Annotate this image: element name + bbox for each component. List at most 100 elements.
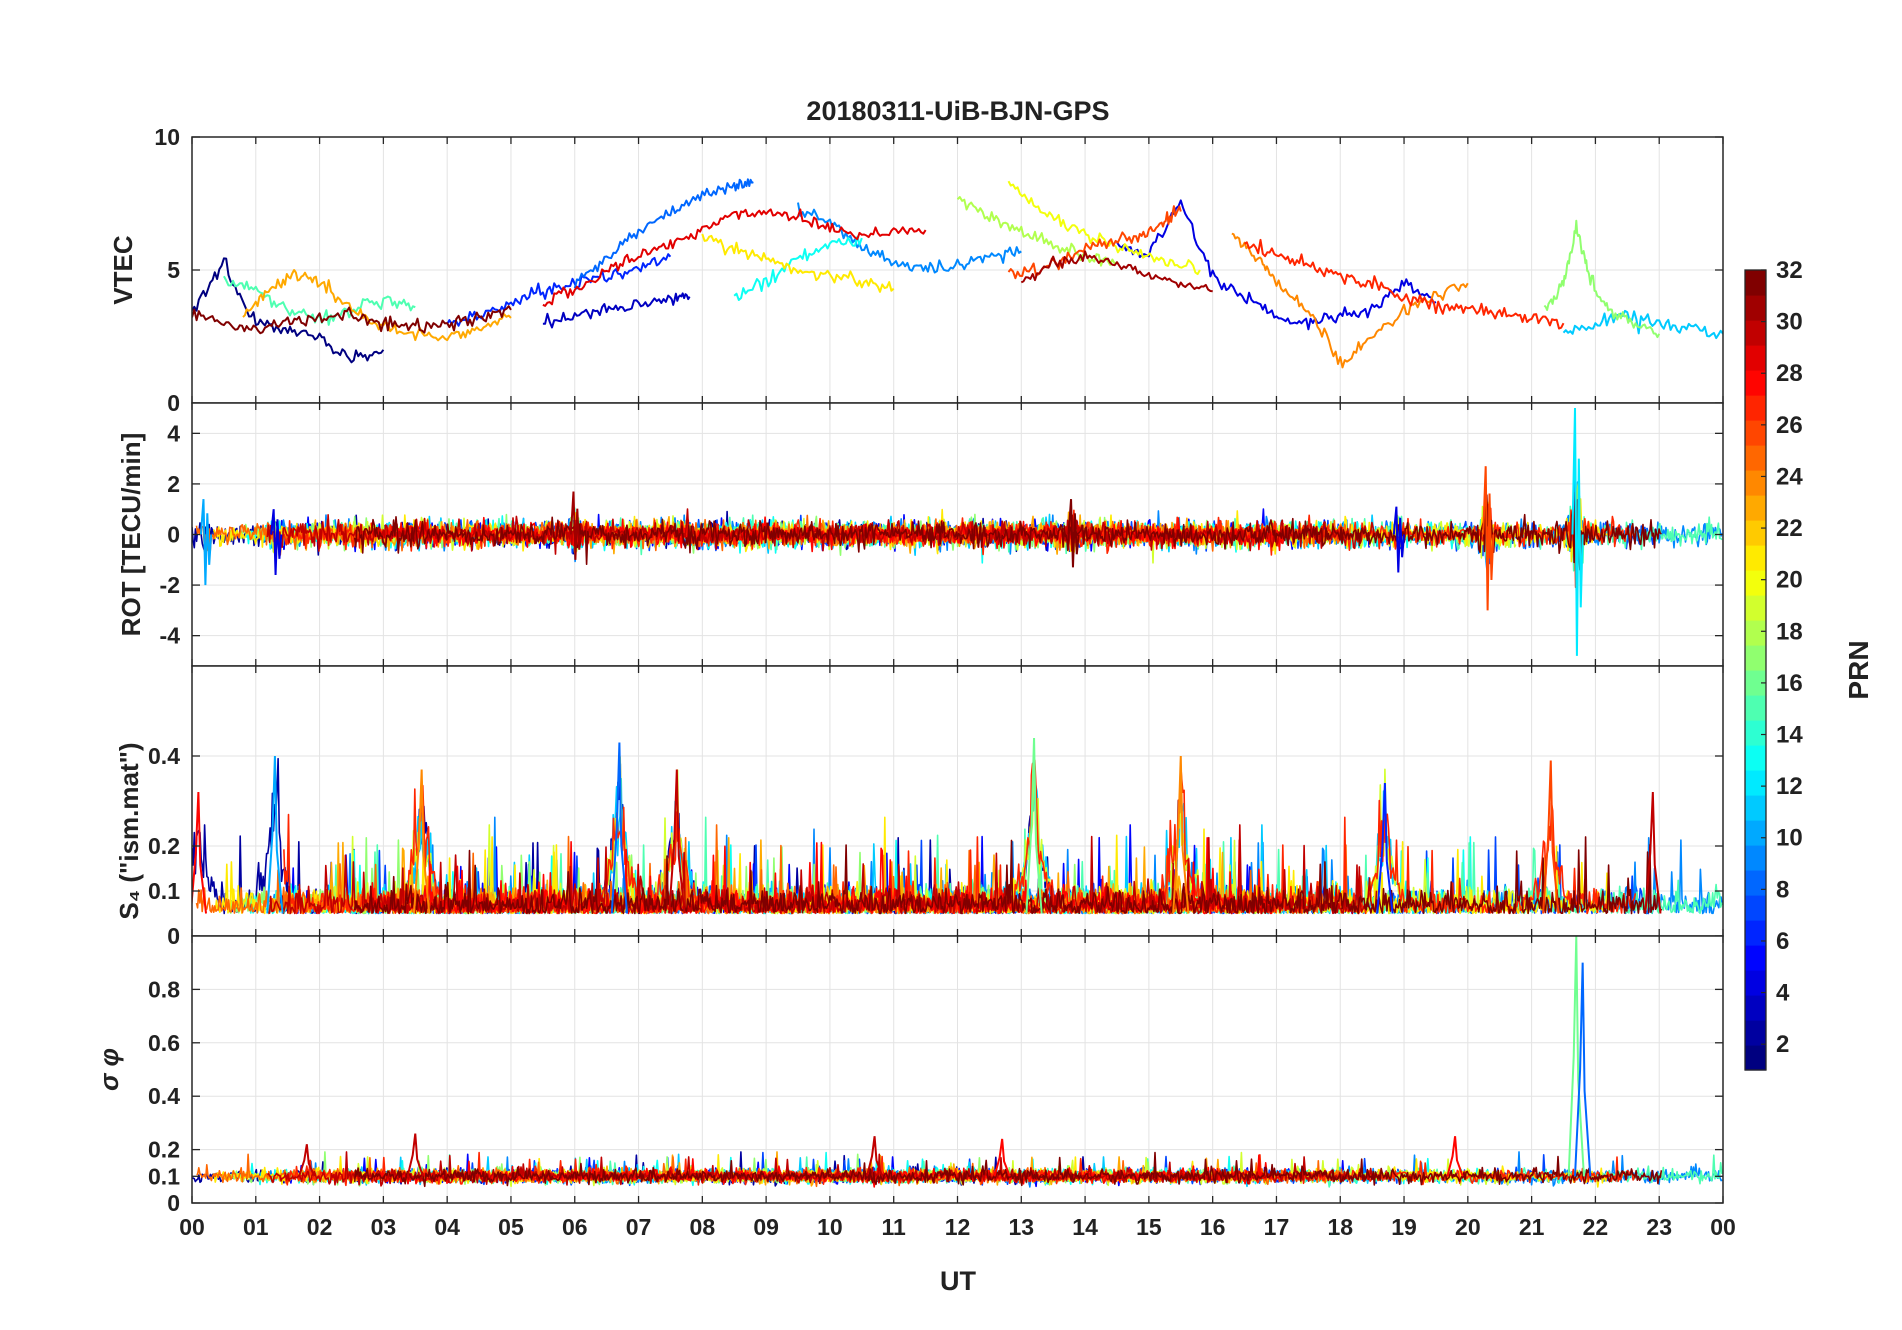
x-tick-label: 12 [945, 1214, 971, 1240]
spike-prn-28 [993, 1138, 1011, 1177]
y-tick-label: 10 [154, 124, 180, 150]
chart-title: 20180311-UiB-BJN-GPS [806, 96, 1109, 126]
colorbar-segment [1745, 995, 1766, 1021]
series-prn-29 [542, 208, 927, 307]
series-prn-32 [353, 1151, 1663, 1188]
colorbar-segment [1745, 670, 1766, 696]
x-tick-label: 05 [498, 1214, 524, 1240]
colorbar-segment [1745, 720, 1766, 746]
panel-sigma_phi: 00.10.2 0.4 0.6 0.8 σ φ 00 01 02 03 04 05 06 07 08 09 1… [94, 935, 1736, 1240]
x-tick-label: 20 [1455, 1214, 1481, 1240]
colorbar-segment [1745, 645, 1766, 671]
y-axis-label: σ φ [94, 1048, 124, 1091]
colorbar-tick-label: 18 [1776, 618, 1803, 645]
colorbar-segment [1745, 820, 1766, 846]
y-tick-label: -4 [160, 623, 181, 649]
series-prn-30 [267, 824, 1378, 915]
spike-prn-26 [1482, 466, 1495, 611]
series-prn-1 [192, 257, 385, 364]
series-prn-3 [542, 292, 691, 329]
colorbar-segment [1745, 595, 1766, 621]
spike-prn-8 [1574, 962, 1592, 1177]
colorbar-segment [1745, 520, 1766, 546]
colorbar-segment [1745, 920, 1766, 946]
colorbar-tick-label: 32 [1776, 257, 1803, 284]
x-tick-label: 23 [1646, 1214, 1672, 1240]
spike-prn-4 [270, 509, 283, 575]
colorbar-segment [1745, 495, 1766, 521]
colorbar-segment [1745, 345, 1766, 371]
y-tick-label: 0 [167, 522, 180, 548]
colorbar-segment [1745, 1020, 1766, 1046]
y-tick-label: 0 [167, 390, 180, 416]
colorbar-segment [1745, 970, 1766, 996]
x-tick-label: 07 [626, 1214, 652, 1240]
colorbar-tick-label: 24 [1776, 463, 1803, 490]
colorbar-segment [1745, 945, 1766, 971]
x-tick-label: 17 [1264, 1214, 1290, 1240]
series-prn-13 [733, 235, 863, 301]
colorbar-segment [1745, 695, 1766, 721]
colorbar-segment [1745, 270, 1766, 296]
spike-prn-24 [1172, 755, 1190, 914]
colorbar-segment [1745, 795, 1766, 821]
series-prn-17 [1543, 219, 1661, 339]
spike-prn-4 [1392, 506, 1406, 573]
series-prn-9 [797, 202, 1022, 274]
y-tick-label: 0 [167, 923, 180, 949]
x-tick-label: 01 [243, 1214, 269, 1240]
data-lines [192, 936, 1723, 1188]
y-tick-label: 0.4 [148, 743, 180, 769]
y-tick-label: -2 [160, 572, 180, 598]
series-prn-32 [353, 836, 1663, 915]
x-tick-label: 13 [1008, 1214, 1034, 1240]
data-lines [192, 737, 1723, 915]
spike-prn-8 [610, 742, 629, 914]
spike-prn-10 [199, 499, 213, 586]
colorbar-frame [1744, 269, 1767, 1071]
colorbar-tick-label: 28 [1776, 360, 1803, 387]
colorbar-segment [1745, 895, 1766, 921]
spike-prn-30 [298, 1144, 316, 1177]
spike-prn-6 [1376, 782, 1394, 914]
x-tick-label: 22 [1583, 1214, 1609, 1240]
x-axis-label: UT [940, 1266, 976, 1296]
y-tick-label: 2 [167, 471, 180, 497]
x-tick-label: 04 [434, 1214, 460, 1240]
x-tick-label: 00 [1710, 1214, 1736, 1240]
x-tick-label: 18 [1327, 1214, 1353, 1240]
spike-prn-30 [668, 769, 686, 914]
colorbar-segment [1745, 570, 1766, 596]
x-tick-label: 03 [371, 1214, 397, 1240]
spike-prn-28 [192, 791, 208, 914]
colorbar-segment [1745, 370, 1766, 396]
colorbar-tick-label: 8 [1776, 876, 1789, 903]
y-tick-label: 0.6 [148, 1030, 180, 1056]
panel-VTEC: 0 5 10 VTEC [108, 124, 1724, 416]
colorbar-segment [1745, 745, 1766, 771]
series-prn-27 [1244, 238, 1565, 330]
spike-prn-16 [1025, 737, 1043, 914]
colorbar-segment [1745, 470, 1766, 496]
spike-prn-16 [1567, 936, 1585, 1177]
x-tick-label: 08 [690, 1214, 716, 1240]
y-tick-label: 5 [167, 257, 180, 283]
series-prn-32 [353, 491, 1662, 602]
colorbar-tick-label: 16 [1776, 670, 1803, 697]
spike-prn-26 [1542, 760, 1560, 914]
x-tick-label: 21 [1519, 1214, 1545, 1240]
spike-prn-30 [406, 1133, 424, 1177]
x-tick-label: 02 [307, 1214, 333, 1240]
series-prn-31 [1020, 250, 1213, 293]
colorbar-label: PRN [1843, 640, 1874, 699]
series-prn-23 [242, 269, 512, 342]
y-tick-label: 4 [167, 420, 180, 446]
y-tick-label: 0.8 [148, 976, 180, 1002]
colorbar-tick-label: 20 [1776, 567, 1803, 594]
colorbar-segment [1745, 295, 1766, 321]
series-prn-8 [573, 178, 754, 289]
colorbar-tick-label: 14 [1776, 722, 1803, 749]
y-tick-label: 0 [167, 1190, 180, 1216]
y-tick-label: 0.2 [148, 833, 180, 859]
